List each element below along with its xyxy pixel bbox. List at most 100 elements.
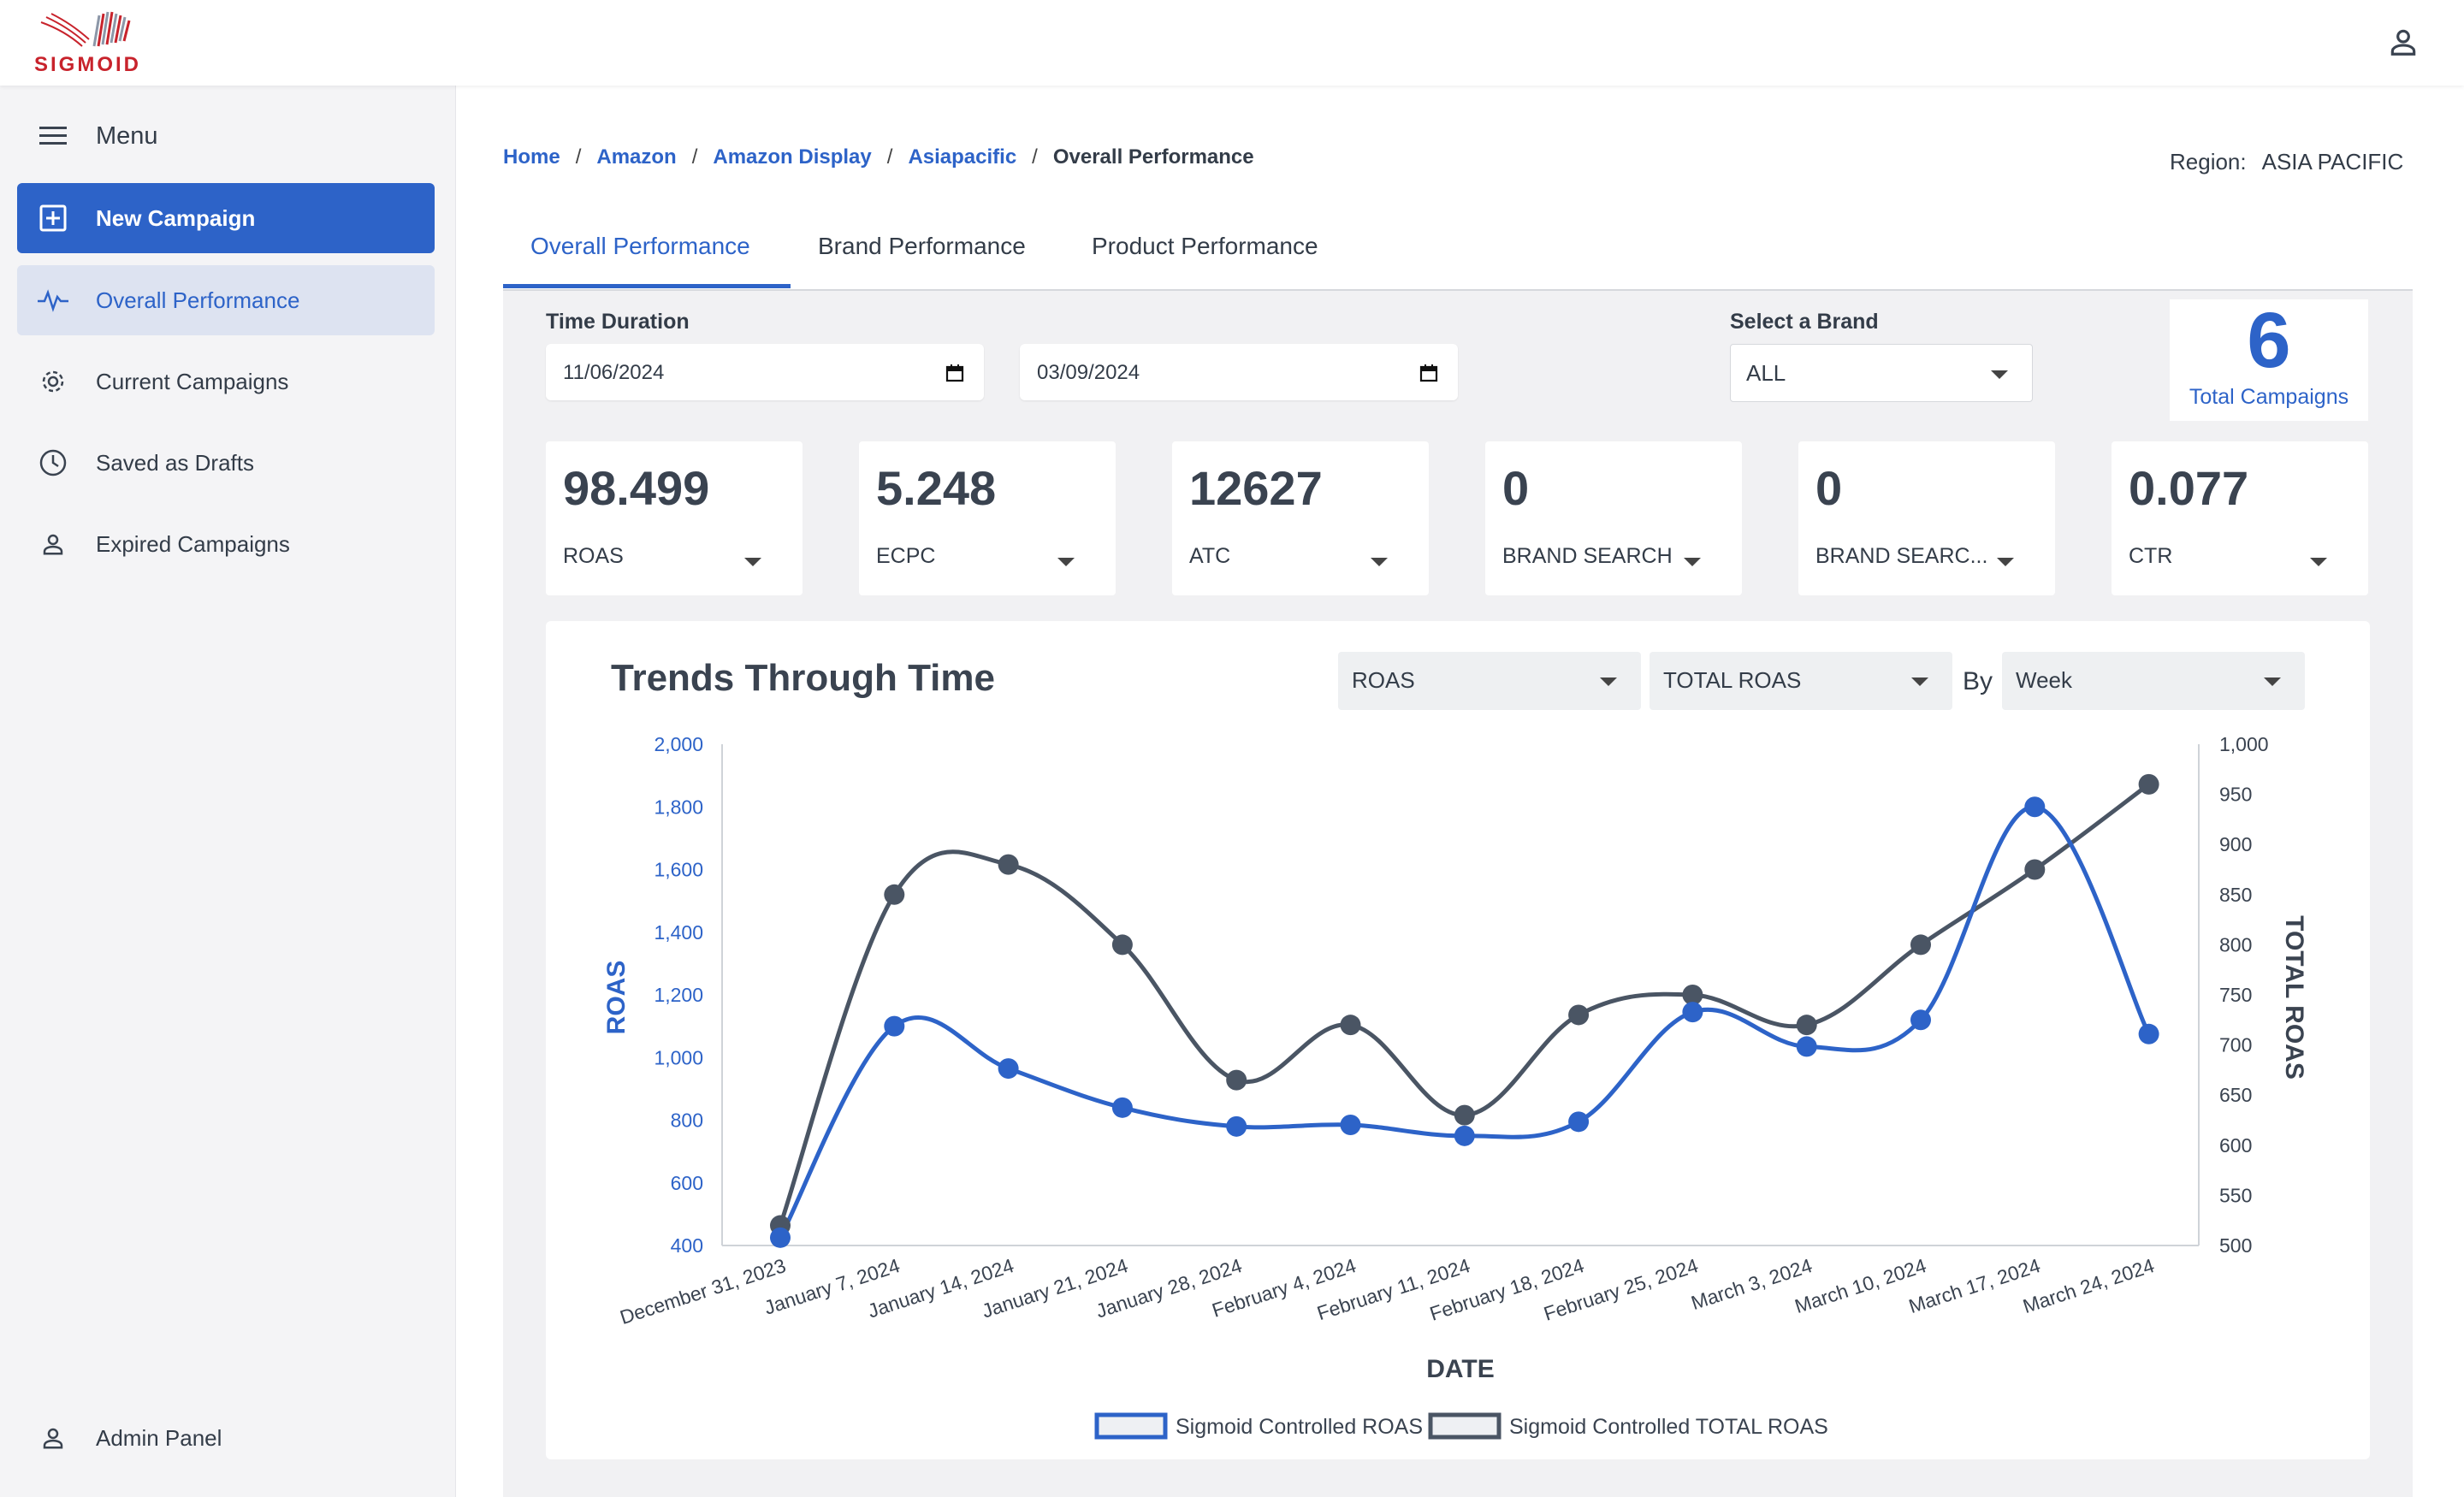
breadcrumb-separator: / (575, 145, 582, 169)
pulse-icon (36, 283, 70, 317)
sidebar-item-label: Saved as Drafts (96, 449, 254, 476)
chart-title: Trends Through Time (611, 657, 996, 699)
data-point-roas (1796, 1036, 1817, 1057)
kpi-value: 0.077 (2129, 461, 2249, 515)
data-point-roas (998, 1058, 1019, 1080)
chevron-down-icon[interactable] (1684, 558, 1701, 566)
y-axis-title-left: ROAS (602, 961, 631, 1035)
kpi-card-brand-search-2[interactable]: 0 BRAND SEARC... (1798, 441, 2055, 595)
logo-text: SIGMOID (34, 53, 142, 76)
breadcrumb: Home / Amazon / Amazon Display / Asiapac… (503, 145, 1254, 169)
y-tick-label-left: 1,000 (654, 1046, 703, 1068)
data-point-total-roas (1682, 985, 1703, 1005)
kpi-card-atc[interactable]: 12627 ATC (1172, 441, 1429, 595)
y-tick-label-right: 650 (2219, 1084, 2252, 1106)
menu-label: Menu (96, 121, 158, 150)
end-date-input[interactable]: 03/09/2024 (1020, 344, 1458, 400)
gear-icon (36, 364, 70, 399)
sidebar-item-saved-drafts[interactable]: Saved as Drafts (17, 428, 435, 498)
y-tick-label-right: 750 (2219, 984, 2252, 1006)
kpi-value: 98.499 (563, 461, 710, 515)
breadcrumb-amazon-display[interactable]: Amazon Display (713, 145, 872, 169)
y-tick-label-left: 400 (671, 1234, 703, 1257)
sidebar-menu-toggle[interactable]: Menu (17, 101, 435, 171)
y-tick-label-right: 600 (2219, 1134, 2252, 1157)
data-point-roas (884, 1015, 905, 1037)
calendar-icon[interactable] (1419, 363, 1439, 383)
metric-select-value: ROAS (1352, 667, 1415, 693)
y-tick-label-left: 2,000 (654, 733, 703, 755)
data-point-total-roas (1454, 1104, 1475, 1126)
y-tick-label-right: 550 (2219, 1184, 2252, 1206)
active-tab-indicator (503, 284, 791, 288)
breadcrumb-amazon[interactable]: Amazon (596, 145, 677, 169)
x-tick-label: March 10, 2024 (1792, 1254, 1929, 1317)
kpi-label: ROAS (563, 544, 624, 568)
data-point-roas (770, 1227, 791, 1248)
sidebar-item-label: Current Campaigns (96, 368, 289, 394)
period-select[interactable]: Week (2002, 652, 2305, 710)
y-tick-label-left: 600 (671, 1172, 703, 1194)
legend-label-total-roas: Sigmoid Controlled TOTAL ROAS (1509, 1415, 1828, 1439)
add-box-icon (36, 201, 70, 235)
chevron-down-icon[interactable] (744, 558, 761, 566)
y-tick-label-left: 1,600 (654, 859, 703, 881)
kpi-value: 12627 (1189, 461, 1323, 515)
x-tick-label: March 24, 2024 (2020, 1254, 2157, 1317)
kpi-value: 0 (1815, 461, 1843, 515)
new-campaign-button[interactable]: New Campaign (17, 183, 435, 253)
sigmoid-logo[interactable] (31, 5, 159, 77)
breadcrumb-separator: / (886, 145, 893, 169)
top-header: SIGMOID (0, 0, 2464, 86)
kpi-card-brand-search[interactable]: 0 BRAND SEARCH (1485, 441, 1742, 595)
y-tick-label-left: 1,400 (654, 921, 703, 944)
sidebar-item-admin-panel[interactable]: Admin Panel (17, 1403, 435, 1473)
breadcrumb-asiapacific[interactable]: Asiapacific (908, 145, 1017, 169)
data-point-total-roas (2024, 859, 2046, 880)
chevron-down-icon[interactable] (1057, 558, 1075, 566)
sidebar-item-overall-performance[interactable]: Overall Performance (17, 265, 435, 335)
x-tick-label: December 31, 2023 (617, 1254, 788, 1328)
y-tick-label-right: 1,000 (2219, 733, 2269, 755)
chevron-down-icon[interactable] (1371, 558, 1388, 566)
x-tick-label: March 17, 2024 (1906, 1254, 2043, 1317)
tab-product-performance[interactable]: Product Performance (1092, 233, 1318, 259)
kpi-value: 5.248 (876, 461, 997, 515)
sidebar-item-label: Overall Performance (96, 287, 300, 313)
data-point-total-roas (1111, 934, 1133, 956)
sidebar-item-expired-campaigns[interactable]: Expired Campaigns (17, 509, 435, 579)
kpi-card-ecpc[interactable]: 5.248 ECPC (859, 441, 1116, 595)
calendar-icon[interactable] (945, 363, 965, 383)
total-campaigns-label: Total Campaigns (2189, 385, 2349, 409)
sidebar-item-current-campaigns[interactable]: Current Campaigns (17, 346, 435, 417)
chevron-down-icon[interactable] (1997, 558, 2014, 566)
tab-brand-performance[interactable]: Brand Performance (818, 233, 1026, 259)
breadcrumb-home[interactable]: Home (503, 145, 560, 169)
y-tick-label-right: 800 (2219, 933, 2252, 956)
kpi-card-roas[interactable]: 98.499 ROAS (546, 441, 803, 595)
tab-overall-performance[interactable]: Overall Performance (530, 233, 750, 259)
region-label: Region: (2170, 149, 2247, 175)
y-tick-label-left: 1,200 (654, 984, 703, 1006)
metric-select[interactable]: ROAS (1338, 652, 1641, 710)
sidebar: Menu New Campaign Overall Performance Cu… (0, 86, 456, 1497)
user-account-icon[interactable] (2387, 26, 2420, 58)
series-line-roas (778, 804, 2151, 1240)
chevron-down-icon[interactable] (2310, 558, 2327, 566)
data-point-roas (1910, 1009, 1931, 1031)
y-axis-title-right: TOTAL ROAS (2280, 915, 2308, 1080)
start-date-input[interactable]: 11/06/2024 (546, 344, 984, 400)
brand-select[interactable]: ALL (1730, 344, 2033, 402)
kpi-label: ECPC (876, 544, 936, 568)
sidebar-item-label: Expired Campaigns (96, 530, 290, 557)
kpi-label: ATC (1189, 544, 1231, 568)
kpi-card-ctr[interactable]: 0.077 CTR (2112, 441, 2368, 595)
trends-chart-card: Trends Through Time ROAS TOTAL ROAS By W… (546, 621, 2370, 1459)
total-metric-select[interactable]: TOTAL ROAS (1650, 652, 1952, 710)
y-tick-label-left: 800 (671, 1109, 703, 1132)
data-point-total-roas (998, 854, 1019, 875)
total-metric-select-value: TOTAL ROAS (1663, 667, 1802, 693)
overall-performance-panel: Time Duration 11/06/2024 03/09/2024 Sele… (503, 291, 2413, 1497)
data-point-roas (1226, 1115, 1247, 1137)
data-point-roas (1111, 1097, 1133, 1118)
